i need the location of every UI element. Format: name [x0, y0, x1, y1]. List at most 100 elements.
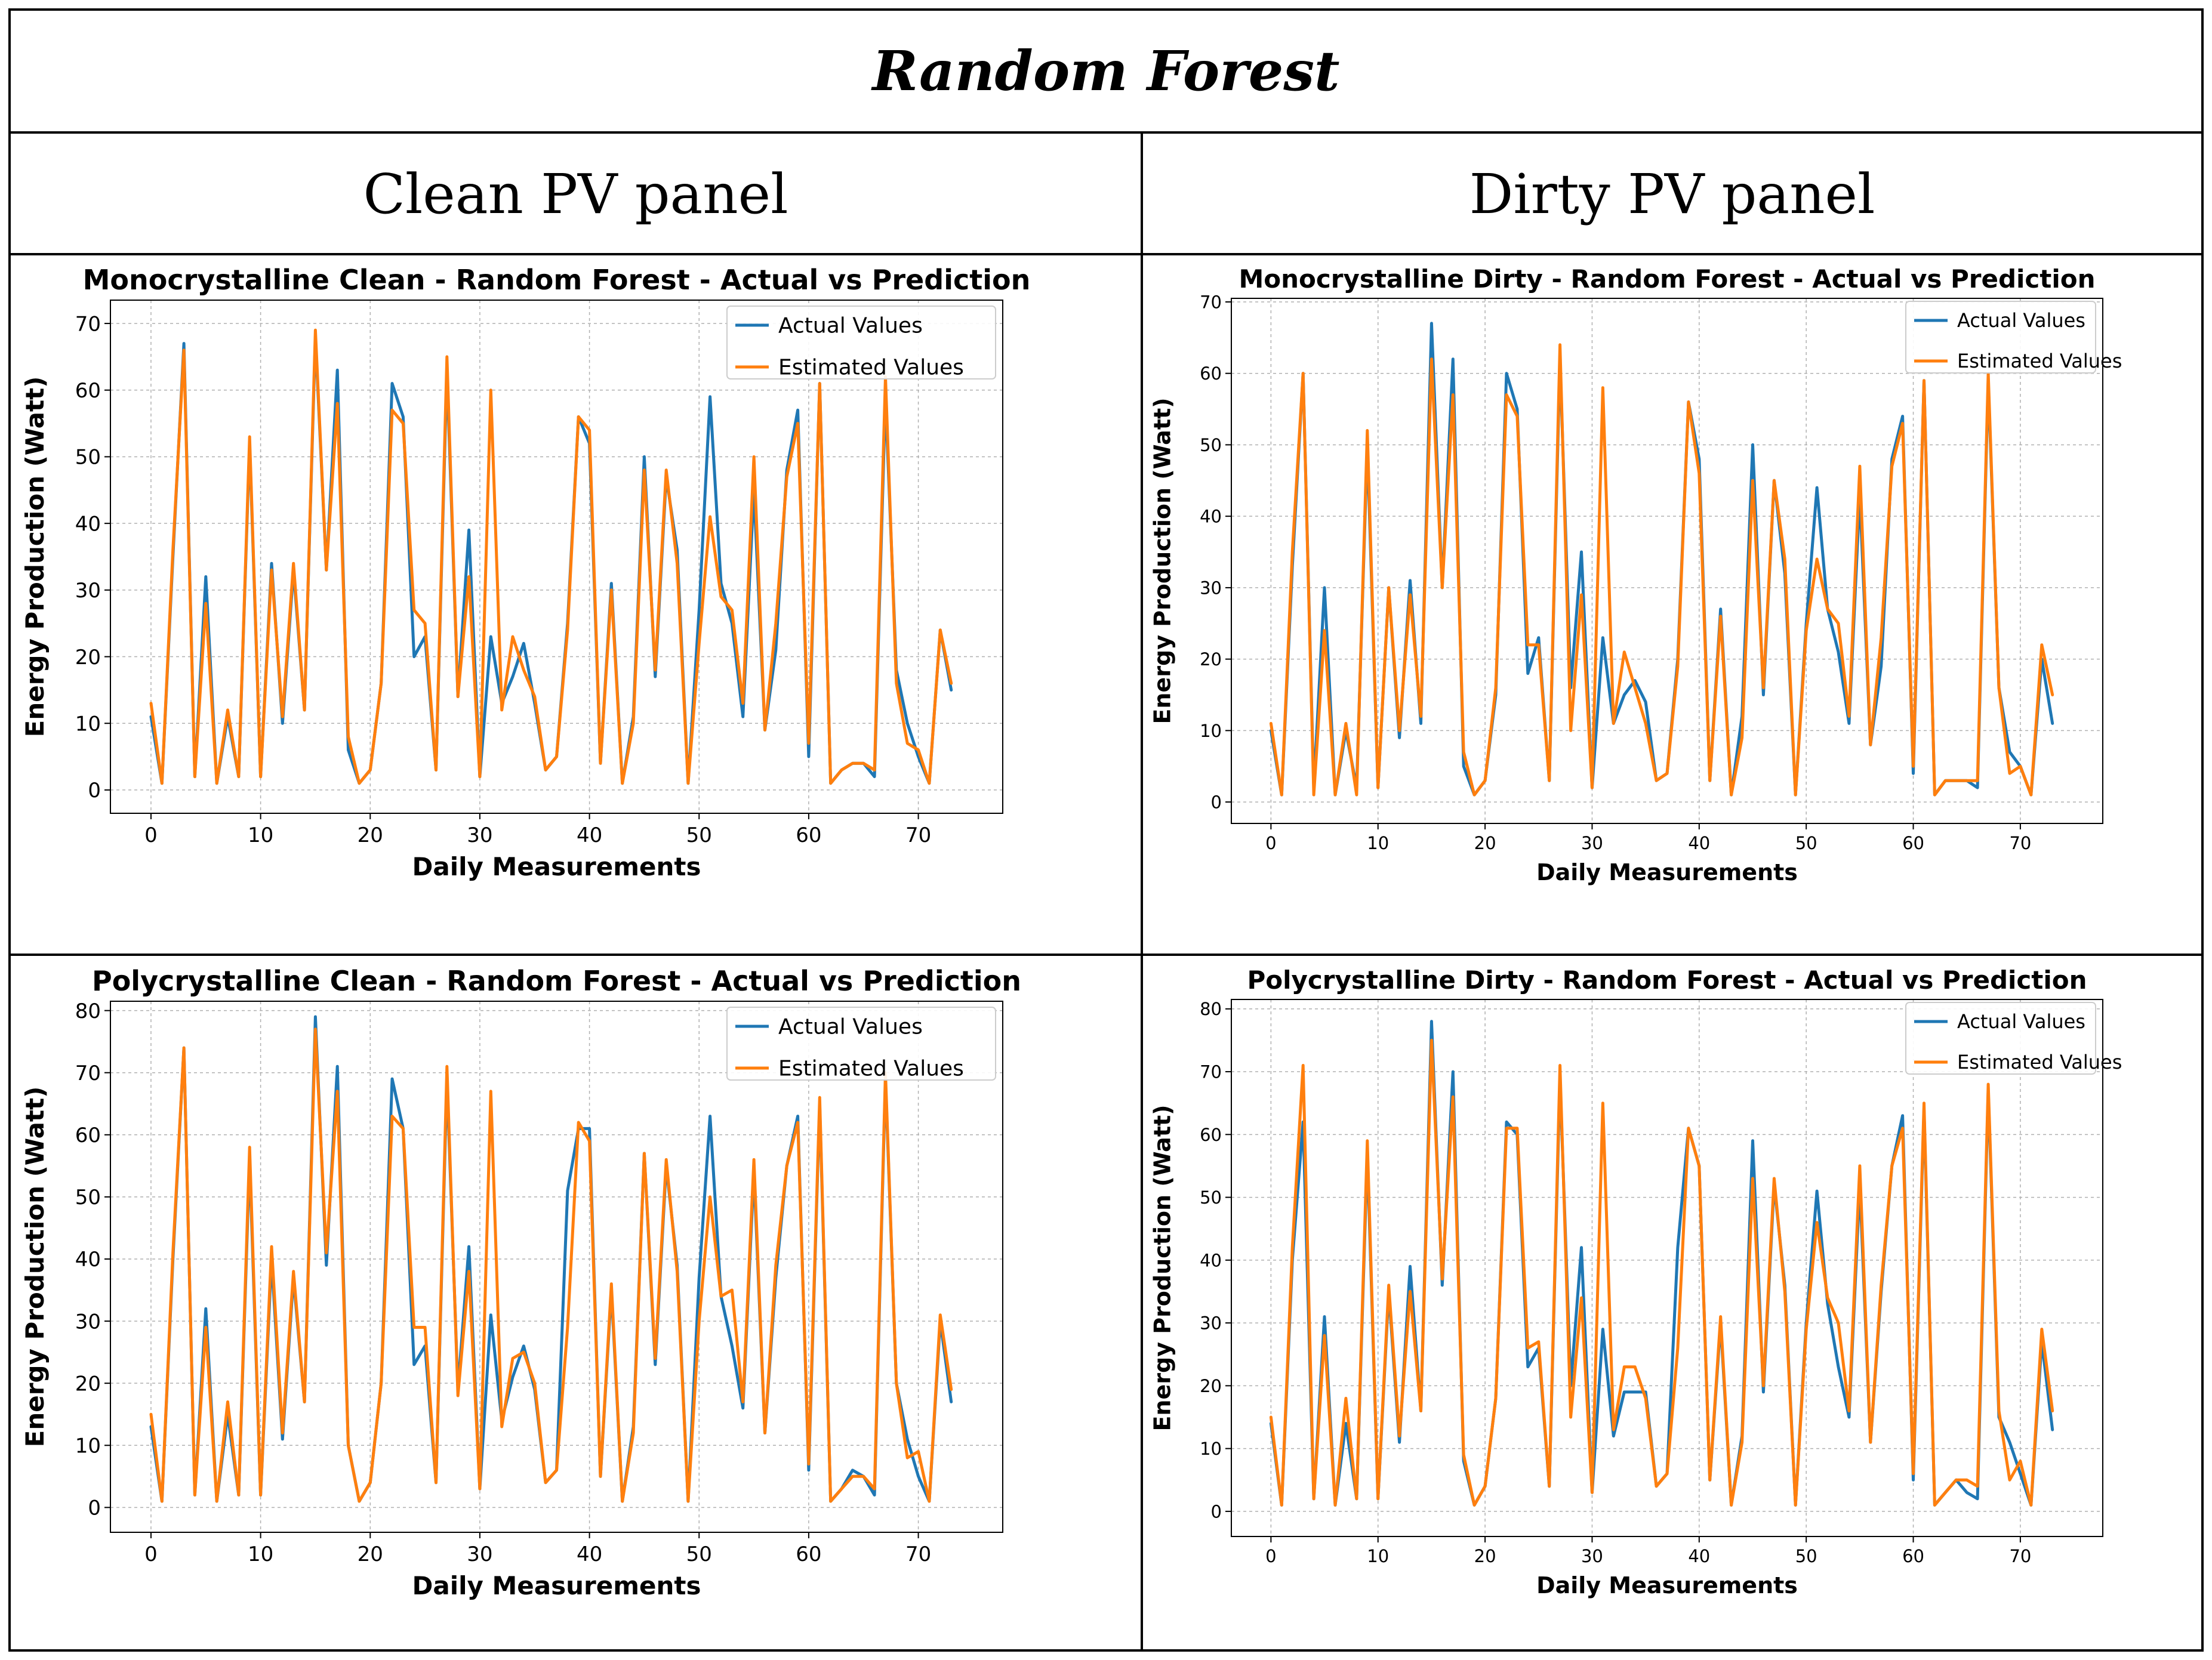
- x-tick-label: 10: [248, 823, 273, 847]
- y-tick-label: 10: [75, 1434, 101, 1458]
- divider-between-columns: [1141, 131, 1143, 1652]
- y-tick-label: 20: [75, 646, 101, 669]
- x-tick-label: 40: [577, 1542, 602, 1566]
- series-line-actual: [1269, 322, 2054, 797]
- x-tick-label: 50: [686, 1542, 712, 1566]
- x-tick-label: 60: [796, 1542, 821, 1566]
- divider-between-rows: [8, 954, 2204, 956]
- y-tick-label: 50: [1200, 1187, 1222, 1208]
- x-tick-label: 50: [1795, 1546, 1817, 1566]
- y-tick-label: 40: [1200, 507, 1222, 527]
- x-tick-label: 60: [1902, 1546, 1924, 1566]
- x-tick-label: 0: [1265, 1546, 1276, 1566]
- y-tick-label: 20: [75, 1372, 101, 1396]
- y-tick-label: 70: [1200, 1062, 1222, 1082]
- series-line-actual: [149, 335, 953, 785]
- legend-label-actual: Actual Values: [778, 314, 923, 338]
- plot-area-frame: [110, 300, 1003, 814]
- x-tick-label: 20: [358, 1542, 383, 1566]
- x-tick-label: 70: [2009, 1546, 2031, 1566]
- chart-title: Polycrystalline Clean - Random Forest - …: [92, 965, 1021, 997]
- x-axis-label: Daily Measurements: [1536, 1572, 1798, 1599]
- chart-title: Monocrystalline Dirty - Random Forest - …: [1239, 264, 2095, 294]
- legend-box: [726, 1007, 996, 1081]
- legend-label-estimated: Estimated Values: [1957, 1051, 2122, 1073]
- legend-label-estimated: Estimated Values: [1957, 350, 2122, 372]
- legend-box: [726, 306, 996, 379]
- x-axis-label: Daily Measurements: [1536, 859, 1798, 885]
- legend-label-actual: Actual Values: [1957, 309, 2085, 332]
- x-tick-label: 50: [686, 823, 712, 847]
- series-line-estimated: [1269, 1038, 2054, 1507]
- x-tick-label: 40: [577, 823, 602, 847]
- y-tick-label: 60: [75, 379, 101, 403]
- y-tick-label: 70: [75, 1062, 101, 1085]
- x-tick-label: 20: [358, 823, 383, 847]
- table-frame: [8, 8, 2204, 1652]
- x-axis-label: Daily Measurements: [412, 1571, 701, 1600]
- x-tick-label: 60: [796, 823, 821, 847]
- legend-label-actual: Actual Values: [1957, 1010, 2085, 1033]
- divider-below-title: [8, 131, 2204, 134]
- y-tick-label: 40: [1200, 1250, 1222, 1270]
- y-tick-label: 40: [75, 512, 101, 536]
- page-title: Random Forest: [872, 39, 1340, 103]
- x-tick-label: 70: [2009, 833, 2031, 853]
- y-tick-label: 0: [88, 779, 101, 803]
- divider-below-headers: [8, 253, 2204, 255]
- x-tick-label: 60: [1902, 833, 1924, 853]
- x-tick-label: 40: [1688, 833, 1710, 853]
- chart-polycrystalline-clean: Polycrystalline Clean - Random Forest - …: [20, 965, 1021, 1600]
- series-line-estimated: [1269, 343, 2054, 797]
- legend-box: [1905, 301, 2096, 374]
- x-tick-label: 30: [1581, 1546, 1603, 1566]
- column-header-dirty: Dirty PV panel: [1469, 162, 1875, 226]
- y-tick-label: 30: [75, 1310, 101, 1334]
- legend-box: [1905, 1002, 2096, 1075]
- column-header-clean: Clean PV panel: [363, 162, 788, 226]
- legend-label-actual: Actual Values: [778, 1015, 923, 1039]
- y-tick-label: 70: [75, 312, 101, 336]
- y-axis-label: Energy Production (Watt): [20, 377, 50, 738]
- y-axis-label: Energy Production (Watt): [1150, 1104, 1176, 1431]
- x-tick-label: 20: [1474, 1546, 1496, 1566]
- x-tick-label: 30: [467, 1542, 492, 1566]
- chart-polycrystalline-dirty: Polycrystalline Dirty - Random Forest - …: [1150, 965, 2122, 1599]
- x-tick-label: 70: [905, 823, 931, 847]
- y-tick-label: 50: [1200, 435, 1222, 455]
- plot-area-frame: [110, 1001, 1003, 1533]
- legend-label-estimated: Estimated Values: [778, 356, 964, 380]
- y-tick-label: 30: [75, 579, 101, 603]
- y-tick-label: 0: [88, 1497, 101, 1520]
- plot-area-frame: [1231, 298, 2103, 824]
- y-axis-label: Energy Production (Watt): [20, 1087, 50, 1448]
- y-tick-label: 10: [75, 712, 101, 736]
- chart-title: Polycrystalline Dirty - Random Forest - …: [1247, 965, 2087, 995]
- x-tick-label: 10: [1367, 833, 1389, 853]
- x-tick-label: 20: [1474, 833, 1496, 853]
- y-tick-label: 20: [1200, 649, 1222, 669]
- y-tick-label: 70: [1200, 292, 1222, 312]
- y-tick-label: 60: [1200, 363, 1222, 384]
- x-tick-label: 50: [1795, 833, 1817, 853]
- y-tick-label: 30: [1200, 1313, 1222, 1334]
- series-line-estimated: [149, 328, 953, 785]
- y-tick-label: 0: [1211, 1501, 1222, 1522]
- legend-label-estimated: Estimated Values: [778, 1057, 964, 1081]
- x-tick-label: 10: [248, 1542, 273, 1566]
- chart-monocrystalline-clean: Monocrystalline Clean - Random Forest - …: [20, 264, 1031, 881]
- x-tick-label: 0: [1265, 833, 1276, 853]
- x-tick-label: 70: [905, 1542, 931, 1566]
- x-tick-label: 0: [144, 823, 158, 847]
- x-tick-label: 30: [467, 823, 492, 847]
- chart-title: Monocrystalline Clean - Random Forest - …: [83, 264, 1031, 296]
- y-tick-label: 20: [1200, 1376, 1222, 1396]
- plot-area-frame: [1231, 999, 2103, 1537]
- x-axis-label: Daily Measurements: [412, 852, 701, 881]
- x-tick-label: 0: [144, 1542, 158, 1566]
- y-tick-label: 60: [1200, 1125, 1222, 1145]
- series-line-estimated: [149, 1028, 953, 1503]
- series-line-actual: [1269, 1020, 2054, 1507]
- y-tick-label: 0: [1211, 792, 1222, 813]
- y-tick-label: 30: [1200, 578, 1222, 598]
